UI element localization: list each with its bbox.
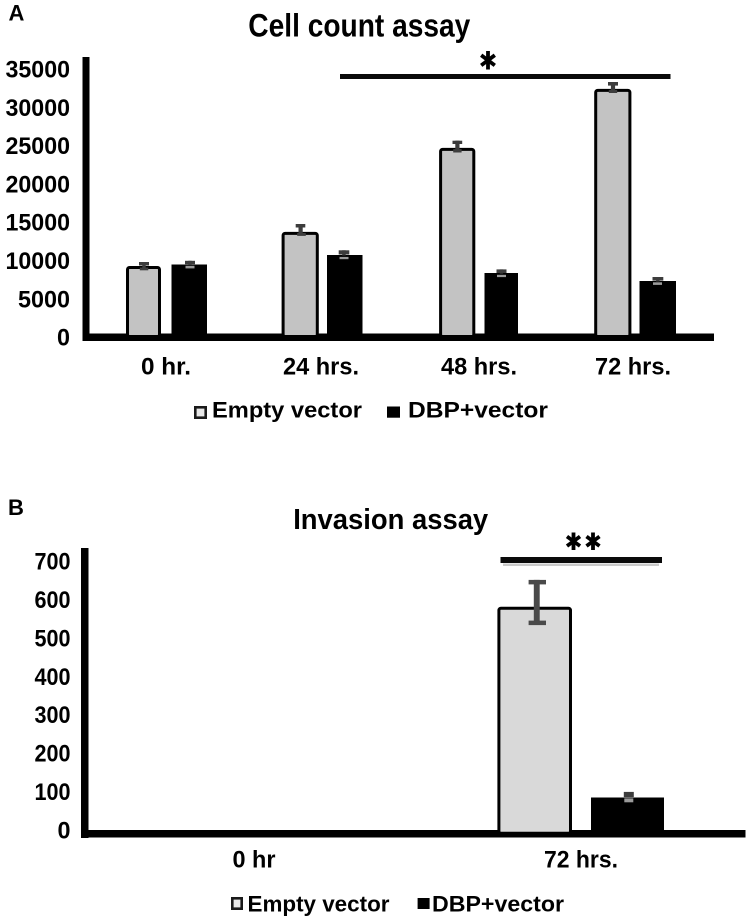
svg-text:Empty vector: Empty vector xyxy=(248,892,390,917)
svg-text:100: 100 xyxy=(35,779,71,806)
svg-text:0 hr: 0 hr xyxy=(233,847,276,874)
svg-text:24 hrs.: 24 hrs. xyxy=(283,353,359,380)
svg-text:10000: 10000 xyxy=(6,248,71,275)
svg-text:500: 500 xyxy=(35,625,71,652)
svg-text:B: B xyxy=(8,495,24,520)
svg-text:20000: 20000 xyxy=(6,171,71,198)
svg-text:A: A xyxy=(9,0,25,25)
svg-text:DBP+vector: DBP+vector xyxy=(432,892,564,917)
svg-text:Empty vector: Empty vector xyxy=(212,398,362,423)
svg-text:DBP+vector: DBP+vector xyxy=(408,398,548,423)
svg-text:35000: 35000 xyxy=(6,57,71,84)
svg-text:200: 200 xyxy=(35,741,71,768)
svg-text:Invasion assay: Invasion assay xyxy=(293,504,488,536)
svg-text:25000: 25000 xyxy=(6,133,71,160)
svg-text:0: 0 xyxy=(57,325,70,352)
svg-text:5000: 5000 xyxy=(18,286,70,313)
svg-text:72 hrs.: 72 hrs. xyxy=(544,847,618,874)
svg-text:600: 600 xyxy=(35,587,71,614)
svg-text:48 hrs.: 48 hrs. xyxy=(441,353,517,380)
svg-text:0: 0 xyxy=(58,817,71,844)
svg-text:72 hrs.: 72 hrs. xyxy=(595,353,671,380)
svg-text:400: 400 xyxy=(35,664,71,691)
svg-text:15000: 15000 xyxy=(6,210,71,237)
svg-text:30000: 30000 xyxy=(6,95,71,122)
svg-text:300: 300 xyxy=(35,702,71,729)
svg-text:0 hr.: 0 hr. xyxy=(141,353,191,380)
svg-text:700: 700 xyxy=(35,549,71,576)
svg-text:Cell count assay: Cell count assay xyxy=(248,8,470,44)
